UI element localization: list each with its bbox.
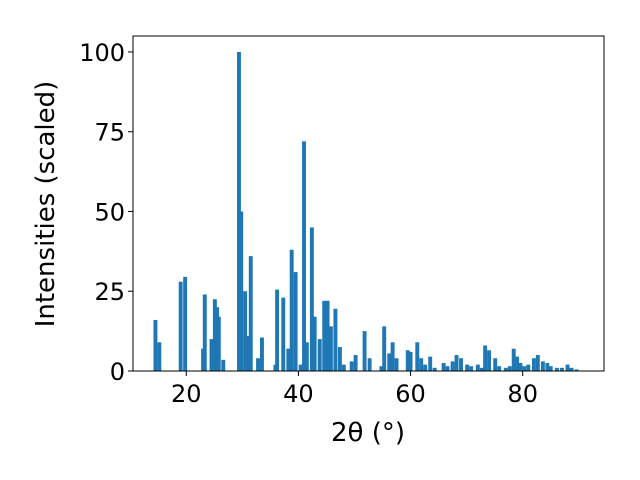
- bar-series: [153, 51, 579, 371]
- y-tick-label: 25: [94, 278, 125, 306]
- bar: [322, 300, 327, 371]
- x-tick-label: 80: [507, 380, 538, 408]
- bar: [379, 366, 384, 371]
- bar: [178, 281, 183, 371]
- bar: [317, 339, 322, 371]
- bar: [353, 355, 358, 371]
- bar: [209, 339, 214, 371]
- bar: [450, 361, 455, 371]
- bar: [390, 342, 395, 371]
- bar: [260, 337, 264, 371]
- x-tick-label: 60: [395, 380, 426, 408]
- bar: [483, 345, 488, 371]
- x-tick-label: 20: [171, 380, 202, 408]
- bar: [289, 249, 294, 371]
- bar: [408, 351, 413, 371]
- bar: [286, 348, 291, 371]
- bar: [428, 356, 433, 371]
- bar: [337, 347, 342, 371]
- bar: [465, 364, 470, 371]
- bar: [216, 316, 221, 371]
- bar: [548, 366, 553, 371]
- bar: [256, 358, 260, 371]
- bar: [522, 366, 527, 371]
- bar: [503, 367, 508, 371]
- y-tick-label: 100: [79, 39, 125, 67]
- bar: [493, 358, 498, 371]
- bar: [362, 331, 367, 371]
- bar: [325, 300, 330, 371]
- bar: [183, 276, 188, 371]
- bar: [432, 367, 437, 371]
- bar: [394, 358, 399, 371]
- bar: [459, 358, 463, 371]
- bar: [497, 366, 502, 371]
- y-tick-label: 75: [94, 119, 125, 147]
- bar: [487, 350, 492, 371]
- bar: [304, 342, 309, 371]
- bar: [405, 350, 410, 371]
- bar: [281, 297, 286, 371]
- bar: [511, 348, 516, 371]
- bar: [454, 355, 459, 371]
- bar: [328, 326, 333, 371]
- bar: [275, 289, 280, 371]
- bar: [574, 369, 579, 371]
- bar: [221, 359, 226, 371]
- bar: [423, 364, 428, 371]
- bar: [248, 256, 253, 371]
- bar: [157, 342, 162, 371]
- bar: [243, 291, 248, 371]
- bar: [367, 358, 372, 371]
- bar: [298, 364, 303, 371]
- bar: [153, 319, 158, 371]
- bar: [469, 366, 474, 371]
- bar: [333, 308, 338, 371]
- bar: [312, 316, 317, 371]
- bar: [387, 353, 392, 371]
- bar: [475, 364, 480, 371]
- bar: [479, 367, 484, 371]
- y-axis-ticks: 0 25 50 75 100: [79, 39, 133, 386]
- bar: [237, 51, 241, 371]
- bar: [419, 358, 424, 371]
- bar: [531, 358, 536, 371]
- x-axis-ticks: 20 40 60 80: [171, 371, 538, 408]
- bar: [441, 363, 446, 371]
- y-tick-label: 50: [94, 198, 125, 226]
- bar: [415, 342, 420, 371]
- bar: [445, 366, 450, 371]
- bar: [515, 356, 520, 371]
- bar: [341, 364, 346, 371]
- x-axis-label: 2θ (°): [331, 418, 405, 448]
- bar: [518, 363, 523, 371]
- bar: [569, 367, 574, 371]
- bar: [302, 141, 306, 371]
- bar: [554, 367, 559, 371]
- bar: [382, 326, 387, 371]
- y-tick-label: 0: [110, 358, 125, 386]
- bar: [293, 272, 298, 371]
- bar: [526, 364, 531, 371]
- bar: [349, 361, 354, 371]
- bar: [545, 363, 550, 371]
- bar: [559, 367, 564, 371]
- bar: [309, 227, 314, 371]
- bar: [507, 366, 512, 371]
- x-tick-label: 40: [283, 380, 314, 408]
- bar: [202, 294, 207, 371]
- bar: [565, 364, 570, 371]
- y-axis-label: Intensities (scaled): [31, 81, 61, 328]
- bar: [245, 335, 250, 371]
- plot-frame: [132, 35, 605, 372]
- bar: [212, 299, 217, 371]
- bar: [540, 361, 545, 371]
- bar: [239, 211, 244, 371]
- bar: [535, 355, 540, 371]
